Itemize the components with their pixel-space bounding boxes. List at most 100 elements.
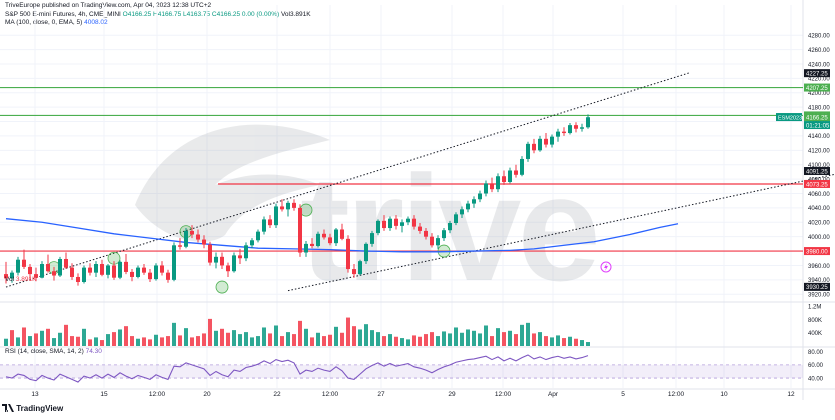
volume-bar xyxy=(214,330,218,346)
volume-bar xyxy=(334,326,338,346)
candle xyxy=(136,265,140,279)
ma-label: MA (100, close, 0, EMA, 5) xyxy=(5,19,83,26)
ohlc-values: O4166.25 H4166.75 L4163.75 C4166.25 0.00… xyxy=(122,11,280,18)
candle xyxy=(382,215,386,231)
candle xyxy=(4,261,8,284)
rsi-axis: 80.00 60.00 40.00 xyxy=(808,350,824,382)
candle-body xyxy=(94,264,98,273)
candle-body xyxy=(568,125,572,134)
candle-body xyxy=(64,258,68,268)
candle-body xyxy=(502,176,506,182)
candle-body xyxy=(310,243,314,247)
volume-tick-label: 1.2M xyxy=(808,305,821,311)
candle-body xyxy=(328,237,332,244)
time-axis: 13 15 12:00 20 22 12:00 27 29 12:00 Apr 5 12:00 10 12 xyxy=(31,391,795,398)
price-tick-label: 4260.00 xyxy=(808,48,830,54)
candle xyxy=(76,273,80,286)
volume-bar xyxy=(82,328,86,346)
volume-bar xyxy=(70,336,74,346)
volume-legend[interactable]: Vol 3.891K xyxy=(5,276,36,283)
candle-body xyxy=(394,218,398,226)
volume-bar xyxy=(496,328,500,346)
rsi-label: RSI (14, close, SMA, 14, 2) xyxy=(5,348,84,355)
volume-bar xyxy=(538,332,542,346)
candle xyxy=(550,134,554,148)
price-tick-label: 4120.00 xyxy=(808,149,830,155)
volume-bar xyxy=(166,336,170,346)
candle-body xyxy=(460,209,464,215)
volume-bar xyxy=(400,338,404,346)
horizontal-levels xyxy=(0,86,803,252)
candle-body xyxy=(142,267,146,273)
candle-body xyxy=(400,222,404,226)
rsi-line xyxy=(5,354,589,383)
candle xyxy=(10,270,14,283)
rsi-legend[interactable]: RSI (14, close, SMA, 14, 2) 74.30 xyxy=(5,348,102,355)
price-tag-label: 3980.00 xyxy=(806,249,828,255)
tradingview-brand[interactable]: TradingView xyxy=(2,404,63,413)
volume-bar xyxy=(442,331,446,346)
volume-bar xyxy=(346,317,350,346)
volume-bar xyxy=(64,324,68,346)
candle-body xyxy=(166,272,170,280)
candle xyxy=(586,114,590,129)
candle-body xyxy=(172,245,176,280)
candle-body xyxy=(316,233,320,247)
price-tag: 4091.25 xyxy=(804,167,830,175)
candle xyxy=(304,240,308,257)
volume-bar xyxy=(262,327,266,346)
price-tick-label: 4180.00 xyxy=(808,105,830,111)
volume-bar xyxy=(142,337,146,346)
candle-body xyxy=(250,240,254,246)
price-tag: 4073.25 xyxy=(804,179,830,188)
volume-bar xyxy=(136,338,140,346)
volume-bar xyxy=(316,332,320,346)
volume-bar xyxy=(340,332,344,346)
candle-body xyxy=(334,229,338,244)
candle xyxy=(328,233,332,246)
price-tags: 4227.254207.254168.504166.254091.254073.… xyxy=(804,69,830,291)
candle-body xyxy=(52,271,56,276)
volume-bar xyxy=(424,334,428,346)
candle xyxy=(124,253,128,275)
price-tag: 4166.25 xyxy=(804,113,830,121)
candle xyxy=(406,216,410,226)
candle-body xyxy=(82,267,86,283)
time-tick-label: Apr xyxy=(548,391,559,398)
volume-axis: 1.2M 800K 400K xyxy=(808,305,822,337)
candle xyxy=(526,141,530,162)
volume-bar xyxy=(28,336,32,346)
ma-value: 4008.02 xyxy=(84,19,108,26)
lightning-icon[interactable] xyxy=(600,261,612,273)
price-tick-label: 4240.00 xyxy=(808,62,830,68)
candle xyxy=(454,212,458,226)
candle-body xyxy=(46,264,50,272)
volume-bar xyxy=(112,332,116,346)
candle-body xyxy=(406,218,410,223)
watermark-wing xyxy=(135,124,330,242)
candle-body xyxy=(484,183,488,194)
volume-bar xyxy=(478,333,482,346)
price-tick-label: 3940.00 xyxy=(808,278,830,284)
candle xyxy=(388,216,392,231)
ma-legend[interactable]: MA (100, close, 0, EMA, 5) 4008.02 xyxy=(5,19,108,26)
candle xyxy=(118,260,122,280)
candle xyxy=(460,206,464,218)
candle xyxy=(268,215,272,229)
candle xyxy=(466,200,470,213)
candle xyxy=(46,254,50,273)
volume-bar xyxy=(520,324,524,346)
price-tag-label: 4073.25 xyxy=(806,182,828,188)
volume-bar xyxy=(490,336,494,346)
candle xyxy=(316,231,320,248)
price-tick-label: 4100.00 xyxy=(808,163,830,169)
volume-bar xyxy=(514,334,518,346)
candle xyxy=(400,219,404,233)
symbol-name[interactable]: S&P 500 E-mini Futures, 4h, CME_MINI xyxy=(5,11,121,18)
candle xyxy=(568,122,572,135)
volume-bar xyxy=(568,336,572,346)
symbol-legend: S&P 500 E-mini Futures, 4h, CME_MINI O41… xyxy=(5,11,311,18)
candle xyxy=(562,127,566,136)
candle xyxy=(142,264,146,275)
